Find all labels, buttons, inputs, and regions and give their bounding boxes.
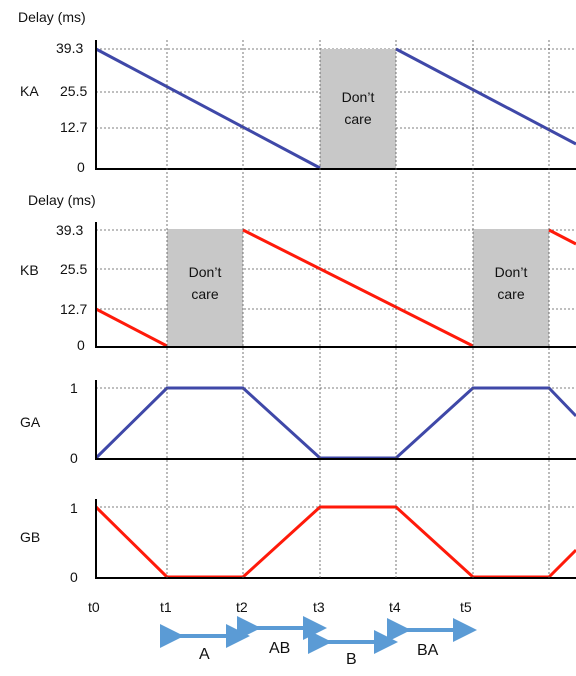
- kb-line-2: [242, 228, 474, 348]
- time-label-t1: t1: [160, 599, 172, 615]
- time-label-t4: t4: [389, 599, 401, 615]
- kb-tick-25: 25.5: [60, 261, 87, 277]
- gb-label: GB: [20, 529, 40, 545]
- time-label-t5: t5: [460, 599, 472, 615]
- panel-gb: GB 1 0: [20, 499, 576, 585]
- kb-tick-0: 0: [77, 337, 85, 353]
- gb-tick-0: 0: [70, 569, 78, 585]
- kb-tick-39: 39.3: [56, 222, 83, 238]
- ga-line: [94, 386, 576, 460]
- kb-axis-title: Delay (ms): [28, 192, 96, 208]
- ka-tick-0: 0: [77, 159, 85, 175]
- ga-tick-0: 0: [70, 450, 78, 466]
- ga-label: GA: [20, 414, 41, 430]
- phase-label-b: B: [346, 651, 357, 668]
- phase-label-ba: BA: [417, 642, 439, 659]
- kb-dont-care-box-1: [167, 229, 243, 346]
- ka-tick-39: 39.3: [56, 40, 83, 56]
- ka-label: KA: [20, 83, 39, 99]
- panel-ga: GA 1 0: [20, 380, 576, 466]
- kb-tick-12: 12.7: [60, 301, 87, 317]
- kb-dont-care-label-2: Don’t care: [495, 264, 528, 302]
- time-label-t0: t0: [88, 599, 100, 615]
- ga-tick-1: 1: [70, 380, 78, 396]
- panel-kb: Delay (ms) KB 39.3 25.5 12.7 0 Don’t care…: [20, 192, 576, 353]
- ka-dont-care-box: [320, 49, 396, 168]
- ka-dont-care-label: Don’t care: [342, 89, 375, 127]
- kb-line-1: [95, 307, 168, 348]
- ka-tick-12: 12.7: [60, 119, 87, 135]
- gb-line: [94, 505, 576, 579]
- ka-line-1: [95, 47, 321, 170]
- ka-line-2: [395, 47, 576, 146]
- phase-arrows: [160, 616, 477, 654]
- ka-axis-title: Delay (ms): [18, 9, 86, 25]
- phase-label-a: A: [199, 646, 210, 663]
- panel-ka: Delay (ms) KA 39.3 25.5 12.7 0 Don’t care: [18, 9, 576, 175]
- ka-tick-25: 25.5: [60, 83, 87, 99]
- kb-label: KB: [20, 262, 39, 278]
- kb-line-3: [548, 228, 576, 246]
- kb-dont-care-box-2: [473, 229, 549, 346]
- gb-tick-1: 1: [70, 500, 78, 516]
- phase-label-ab: AB: [269, 640, 290, 657]
- time-label-t3: t3: [313, 599, 325, 615]
- time-label-t2: t2: [236, 599, 248, 615]
- time-markers: [166, 40, 550, 580]
- kb-dont-care-label-1: Don’t care: [189, 264, 222, 302]
